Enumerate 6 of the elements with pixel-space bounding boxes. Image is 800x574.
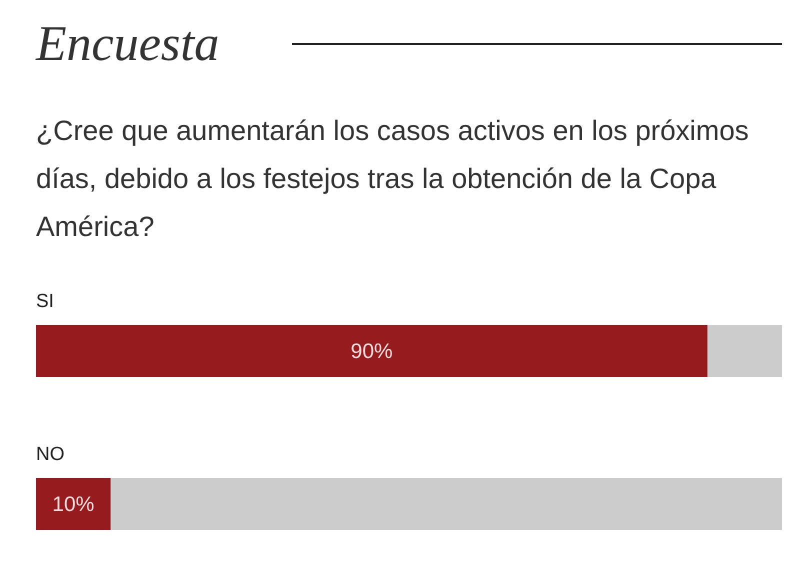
data-label: 10%	[52, 493, 94, 516]
y-tick-label: SI	[36, 291, 54, 312]
chart-subtitle: ¿Cree que aumentarán los casos activos en los próximos días, debido a los festejos tras la obtención de la Copa América?	[36, 115, 749, 242]
data-label: 90%	[350, 340, 393, 363]
chart-title: Encuesta	[35, 15, 220, 71]
y-tick-label: NO	[36, 444, 64, 465]
